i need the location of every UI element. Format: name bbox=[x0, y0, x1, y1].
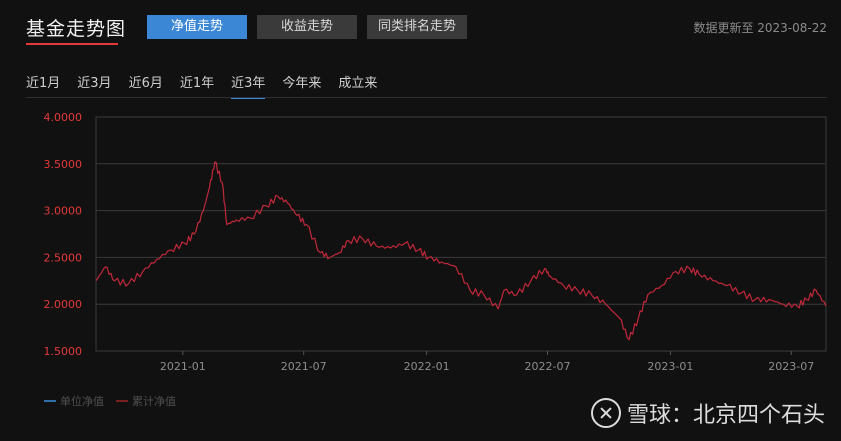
tab-peer-rank-trend[interactable]: 同类排名走势 bbox=[367, 15, 467, 39]
y-tick-label: 3.0000 bbox=[44, 205, 83, 218]
range-divider bbox=[26, 97, 827, 98]
x-tick-label: 2021-07 bbox=[281, 360, 327, 373]
tab-nav-trend[interactable]: 净值走势 bbox=[147, 15, 247, 39]
range-selector: 近1月 近3月 近6月 近1年 近3年 今年来 成立来 bbox=[26, 72, 394, 99]
series-line-cumulative-nav bbox=[95, 161, 827, 341]
range-ytd[interactable]: 今年来 bbox=[282, 76, 322, 91]
snowball-logo-icon bbox=[590, 398, 621, 428]
legend-label-cumulative-nav: 累计净值 bbox=[132, 395, 176, 408]
tab-return-trend[interactable]: 收益走势 bbox=[257, 15, 357, 39]
y-tick-label: 1.5000 bbox=[44, 345, 83, 358]
y-tick-label: 2.5000 bbox=[44, 251, 83, 264]
legend-swatch-cumulative-nav bbox=[116, 400, 128, 402]
watermark: 雪球：北京四个石头 bbox=[590, 397, 825, 429]
y-tick-label: 3.5000 bbox=[44, 158, 83, 171]
watermark-text: 雪球：北京四个石头 bbox=[626, 403, 825, 428]
range-1m[interactable]: 近1月 bbox=[26, 76, 61, 91]
page-title: 基金走势图 bbox=[26, 18, 127, 40]
x-tick-label: 2023-01 bbox=[647, 360, 693, 373]
x-tick-label: 2022-07 bbox=[525, 360, 571, 373]
update-date-text: 数据更新至 2023-08-22 bbox=[693, 21, 827, 35]
x-tick-label: 2022-01 bbox=[404, 360, 450, 373]
legend-label-unit-nav: 单位净值 bbox=[60, 395, 104, 408]
chart-legend: 单位净值 累计净值 bbox=[44, 393, 176, 409]
range-3y[interactable]: 近3年 bbox=[231, 72, 266, 99]
plot-frame bbox=[95, 116, 827, 352]
legend-swatch-unit-nav bbox=[44, 400, 56, 402]
range-since-inception[interactable]: 成立来 bbox=[338, 76, 378, 91]
range-3m[interactable]: 近3月 bbox=[77, 76, 112, 91]
y-tick-label: 2.0000 bbox=[44, 298, 83, 311]
legend-item-unit-nav[interactable]: 单位净值 bbox=[44, 393, 104, 409]
y-tick-label: 4.0000 bbox=[44, 111, 83, 124]
title-underline bbox=[26, 43, 118, 45]
range-6m[interactable]: 近6月 bbox=[128, 76, 163, 91]
legend-item-cumulative-nav[interactable]: 累计净值 bbox=[116, 393, 176, 409]
x-tick-label: 2023-07 bbox=[768, 360, 814, 373]
range-1y[interactable]: 近1年 bbox=[179, 76, 215, 91]
x-tick-label: 2021-01 bbox=[160, 360, 206, 373]
